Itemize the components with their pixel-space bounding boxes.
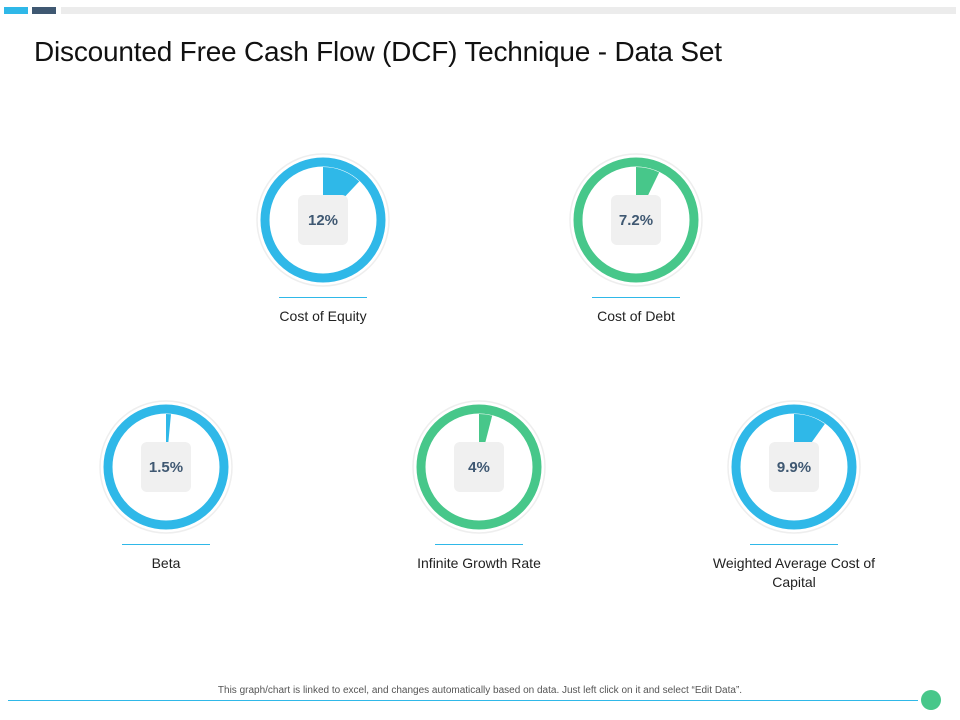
gauge-value: 4%	[454, 442, 504, 492]
gauge-label: Beta	[151, 555, 181, 571]
gauge-value: 12%	[298, 195, 348, 245]
gauge-cost-of-debt[interactable]: 7.2% Cost of Debt	[546, 150, 726, 350]
gauge-label: Weighted Average Cost of Capital	[712, 555, 876, 590]
gauge-value: 7.2%	[611, 195, 661, 245]
gauge-cost-of-equity[interactable]: 12% Cost of Equity	[233, 150, 413, 350]
accent-segment-blue	[4, 7, 28, 14]
gauge-value: 9.9%	[769, 442, 819, 492]
gauge-label: Infinite Growth Rate	[417, 555, 541, 571]
footer-divider	[8, 700, 918, 701]
label-rule	[750, 544, 838, 545]
page-title: Discounted Free Cash Flow (DCF) Techniqu…	[34, 36, 722, 67]
gauge-ring	[573, 157, 699, 283]
gauge-wacc[interactable]: 9.9% Weighted Average Cost of Capital	[704, 397, 884, 597]
accent-segment-navy	[32, 7, 56, 14]
top-accent-bar	[4, 7, 956, 14]
footer-note: This graph/chart is linked to excel, and…	[217, 685, 743, 696]
footer-dot-icon	[921, 690, 941, 710]
label-rule	[122, 544, 210, 545]
gauge-ring	[416, 404, 542, 530]
gauge-label: Cost of Equity	[279, 308, 367, 324]
label-rule	[592, 297, 680, 298]
gauge-beta[interactable]: 1.5% Beta	[76, 397, 256, 597]
gauge-label: Cost of Debt	[597, 308, 675, 324]
gauge-infinite-growth-rate[interactable]: 4% Infinite Growth Rate	[389, 397, 569, 597]
label-rule	[435, 544, 523, 545]
gauge-ring	[731, 404, 857, 530]
gauge-ring	[103, 404, 229, 530]
label-rule	[279, 297, 367, 298]
gauge-value: 1.5%	[141, 442, 191, 492]
gauge-ring	[260, 157, 386, 283]
accent-track	[61, 7, 956, 14]
